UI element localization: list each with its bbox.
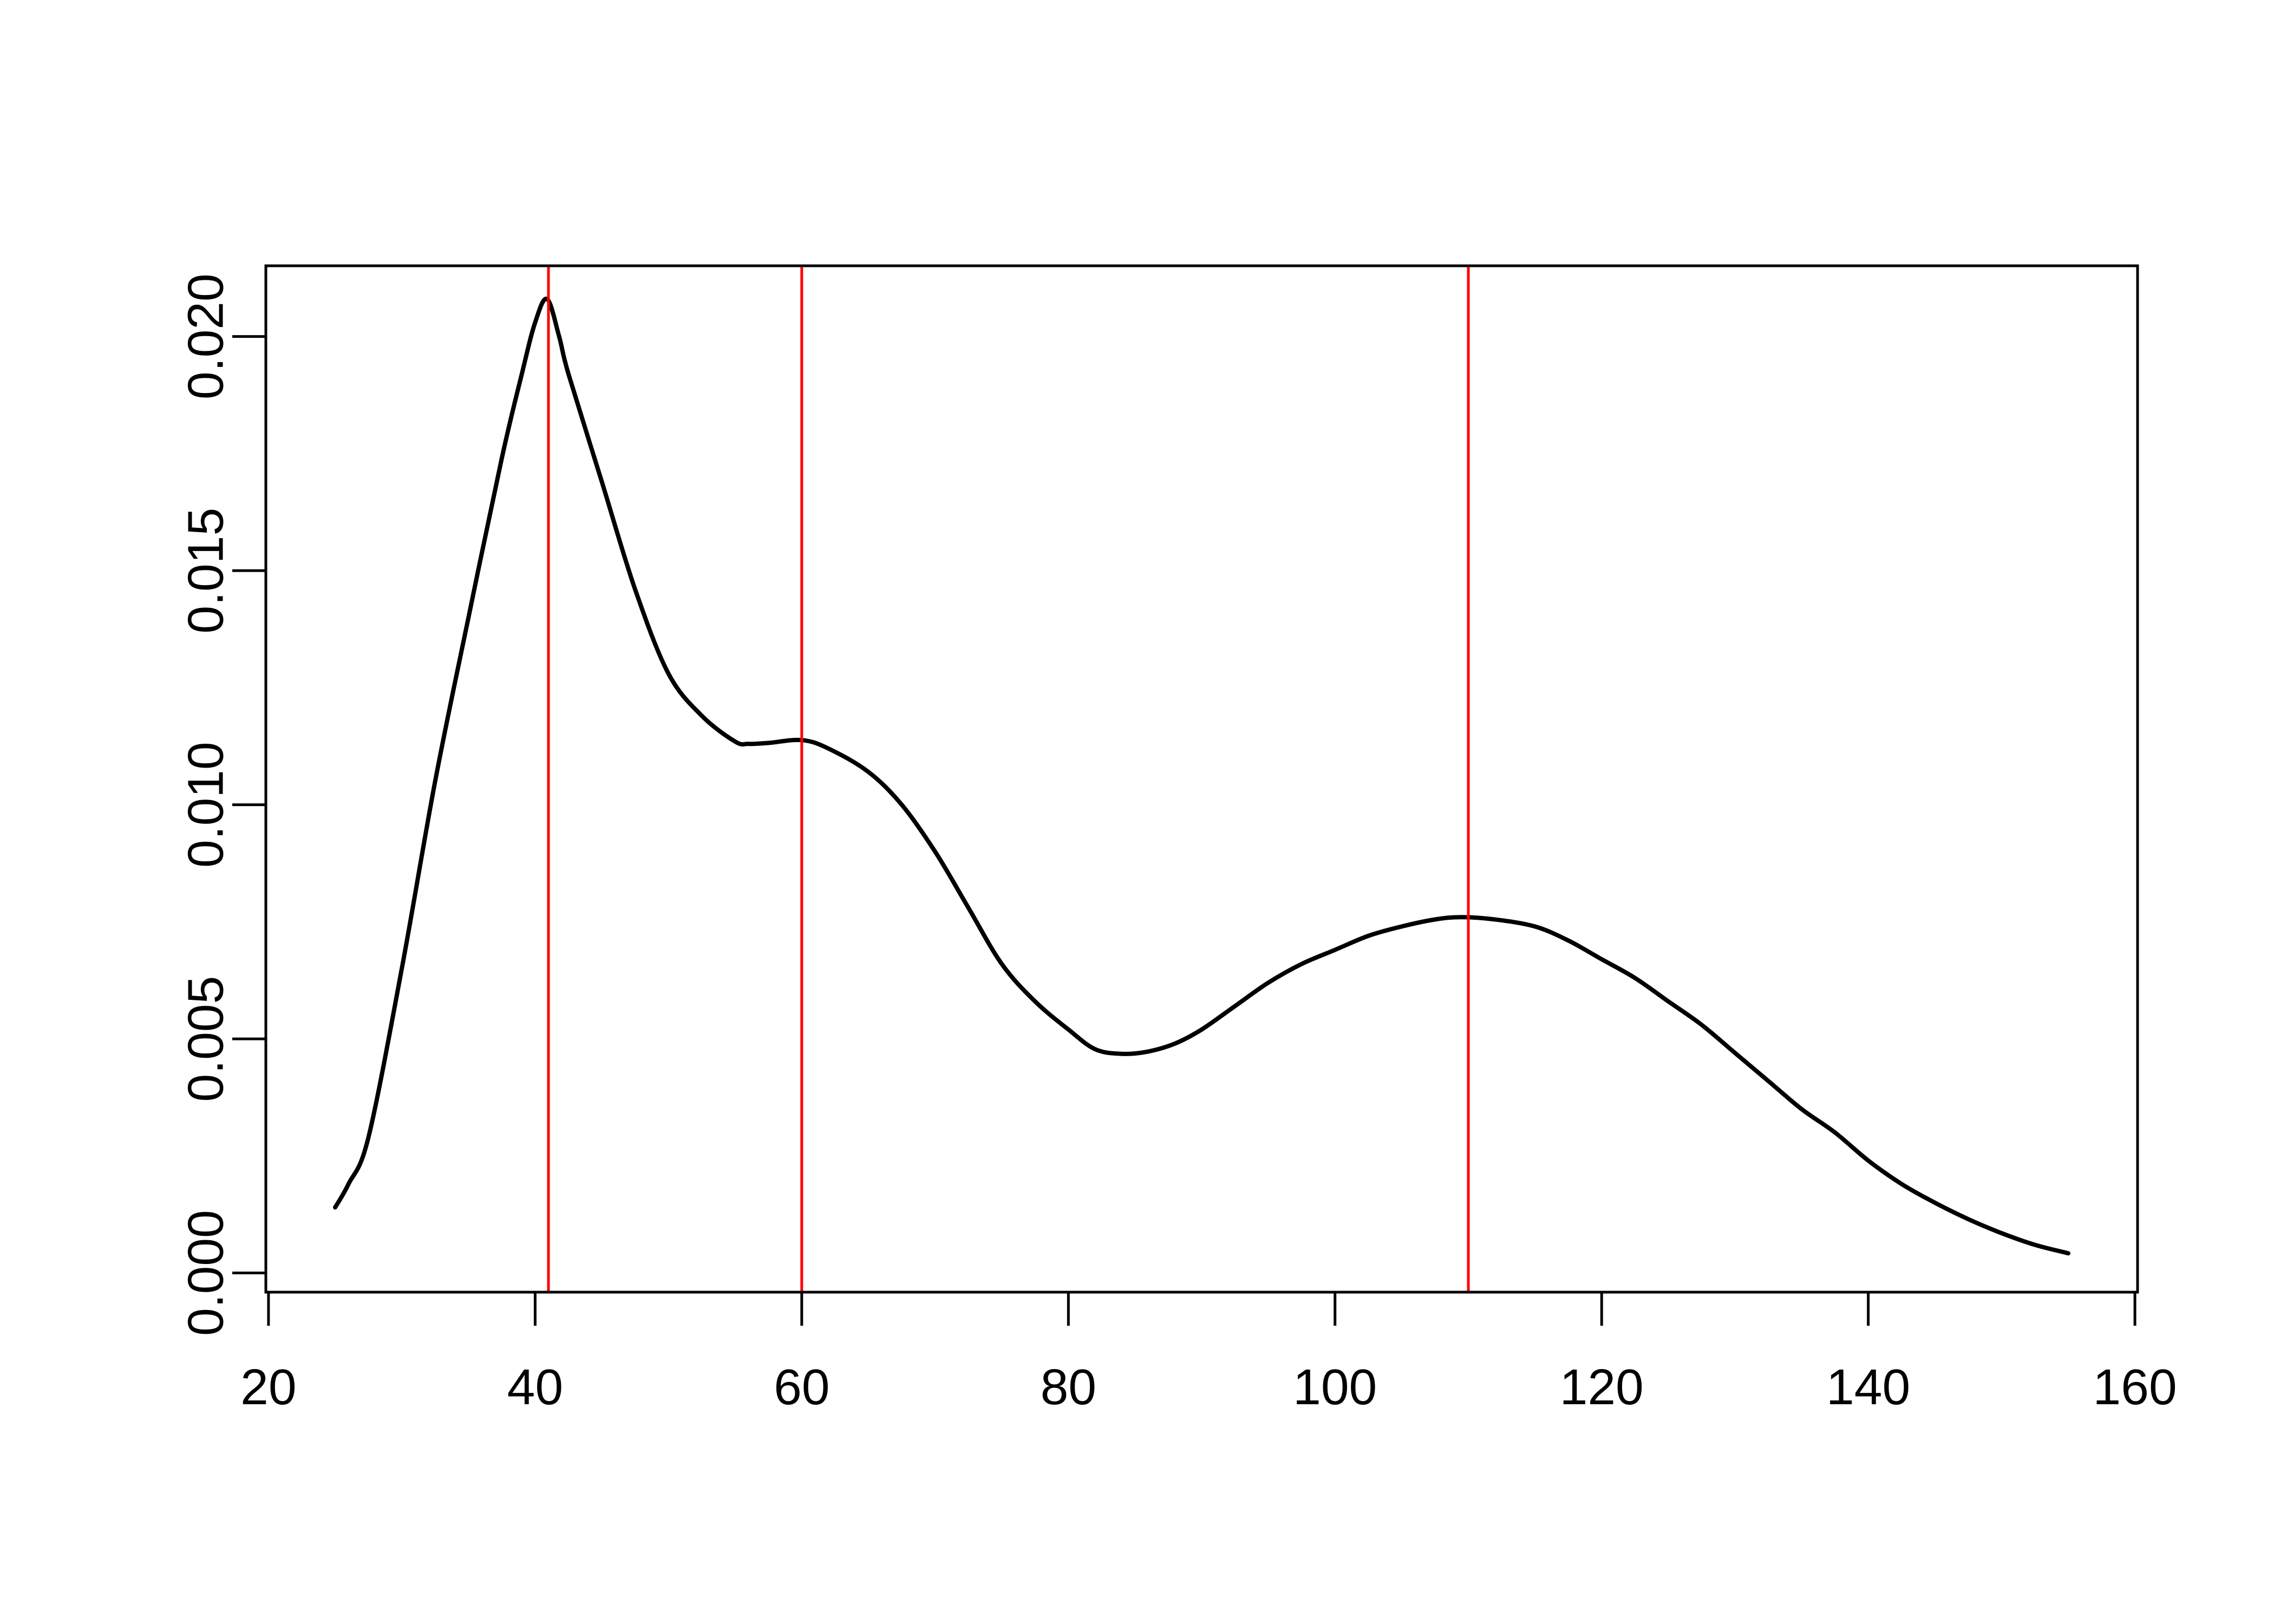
y-axis-tick-label: 0.020 — [178, 273, 234, 400]
y-axis-tick-label: 0.000 — [178, 1210, 234, 1336]
plot-box — [264, 264, 2139, 1294]
x-axis-tick-label: 140 — [1826, 1359, 1910, 1415]
x-axis-tick-label: 20 — [240, 1359, 296, 1415]
y-axis-tick-label: 0.015 — [178, 508, 234, 634]
x-axis-tick-label: 160 — [2093, 1359, 2177, 1415]
axes-layer: 20 40 60 80 100 120 140 160 0.000 0.005 0.010 0.015… — [178, 264, 2177, 1415]
y-axis-tick-label: 0.010 — [178, 742, 234, 868]
x-axis-tick-label: 120 — [1560, 1359, 1644, 1415]
x-axis-tick-label: 80 — [1041, 1359, 1096, 1415]
density-curve — [333, 297, 2070, 1256]
density-series-layer — [333, 297, 2070, 1256]
x-axis-tick-label: 60 — [774, 1359, 829, 1415]
y-axis-tick-label: 0.005 — [178, 976, 234, 1102]
red-vlines-layer — [547, 266, 1470, 1292]
x-axis-tick-label: 40 — [507, 1359, 563, 1415]
x-axis-tick-label: 100 — [1293, 1359, 1377, 1415]
